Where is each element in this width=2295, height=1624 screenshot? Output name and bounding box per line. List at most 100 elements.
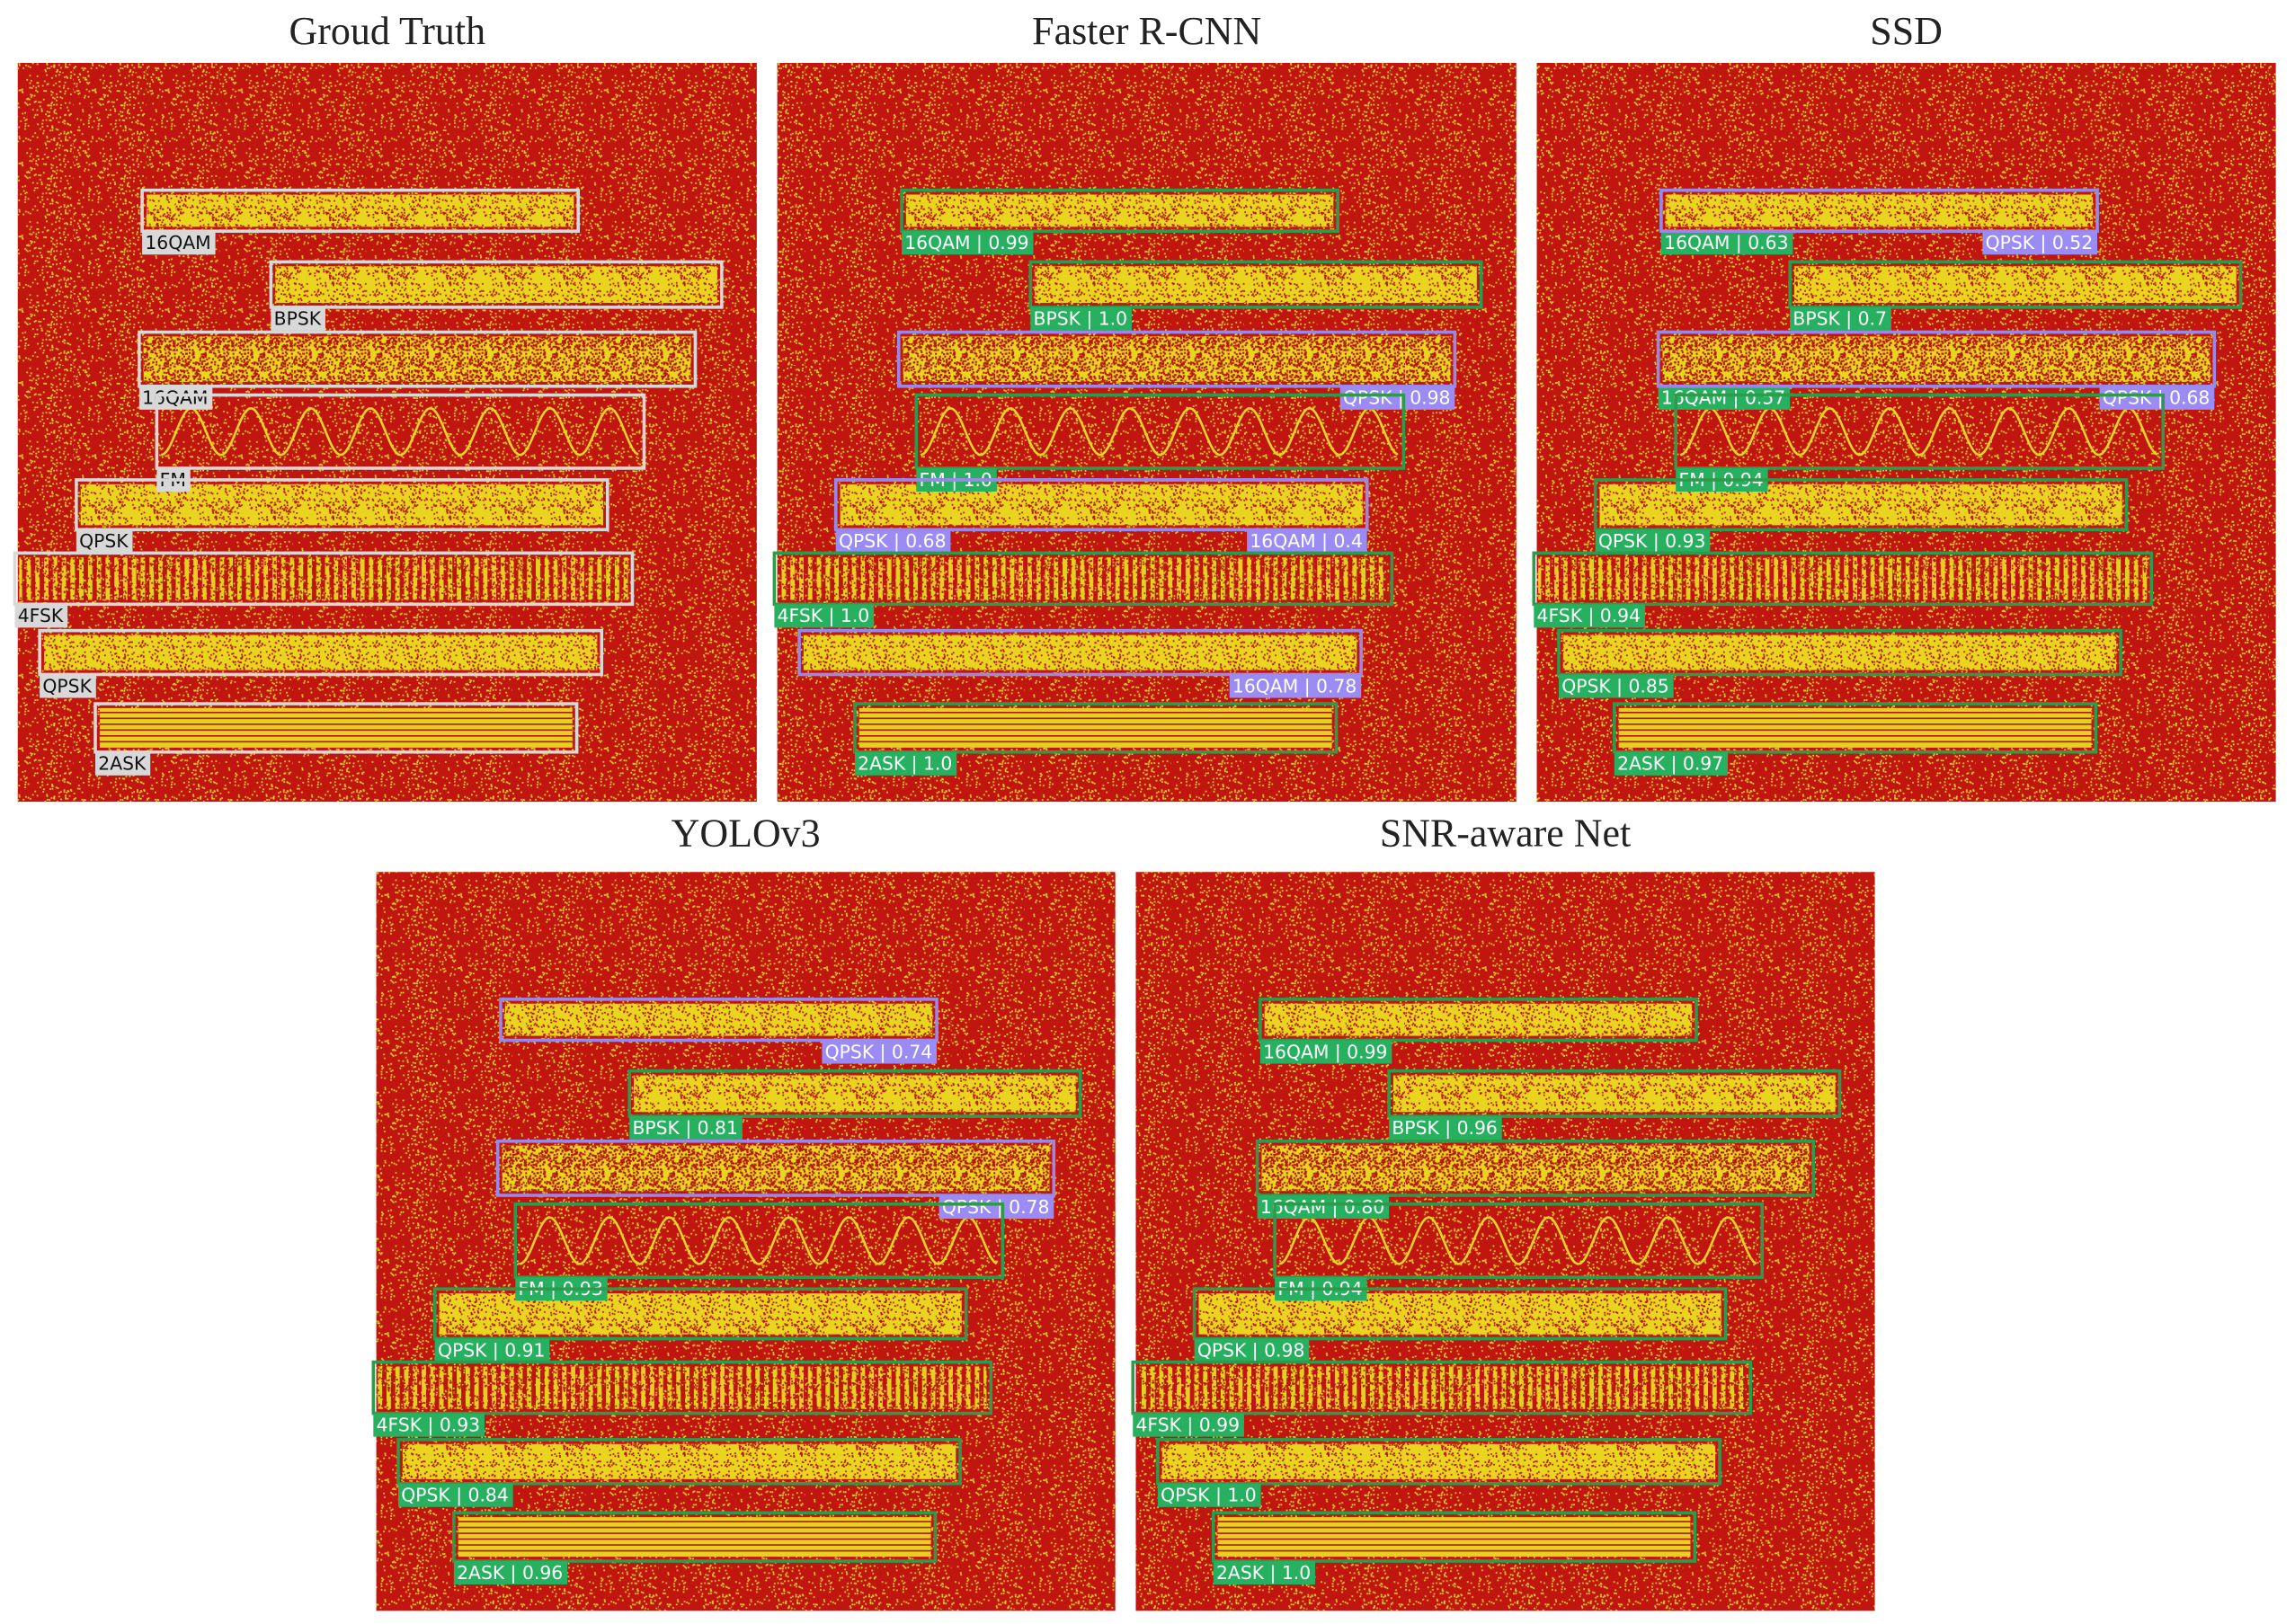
label-background: [1790, 306, 1891, 331]
fm-signal: [1278, 1216, 1757, 1265]
box-label: 4FSK | 1.0: [778, 605, 870, 627]
label-background: [774, 604, 875, 628]
label-background: [1229, 674, 1362, 698]
detection-box: [1656, 330, 2217, 388]
signal-noise: [19, 557, 628, 600]
panel-title: YOLOv3: [672, 811, 821, 855]
label-background: [1614, 751, 1729, 776]
box-label: QPSK | 0.84: [401, 1485, 509, 1507]
detection-box: [1028, 260, 1483, 309]
label-background: [1259, 1040, 1392, 1064]
detection-box: [1674, 393, 2166, 470]
label-background: [1030, 306, 1132, 331]
detection-box: [896, 330, 1457, 388]
label-background: [1213, 1560, 1316, 1585]
box-label: BPSK | 0.96: [1392, 1117, 1497, 1140]
signal-noise: [1665, 194, 2094, 227]
box-label: QPSK | 0.74: [825, 1041, 933, 1063]
box-label: QPSK: [79, 530, 129, 552]
label-background: [1982, 231, 2098, 255]
panel-title: SSD: [1870, 9, 1943, 53]
label-background: [1660, 231, 1793, 255]
detection-box: [1557, 628, 2122, 677]
label-background: [629, 1116, 743, 1140]
detection-box: [853, 702, 1339, 754]
detection-box: [1532, 551, 2154, 607]
box-label: 16QAM | 0.80: [1260, 1196, 1384, 1219]
box-label: QPSK | 0.98: [1343, 387, 1451, 410]
label-background: [1558, 674, 1674, 698]
label-background: [434, 1338, 550, 1362]
signal-noise: [502, 1145, 1050, 1192]
box-label: BPSK: [274, 308, 322, 330]
detection-box: [155, 393, 646, 470]
box-label: QPSK | 1.0: [1161, 1485, 1257, 1507]
box-label: 2ASK | 1.0: [1216, 1562, 1311, 1584]
label-background: [1157, 1483, 1261, 1507]
detection-box: [513, 1202, 1005, 1279]
panel-title: Faster R-CNN: [1032, 9, 1261, 53]
box-label: 4FSK | 0.93: [377, 1414, 481, 1436]
label-background: [271, 306, 325, 331]
detection-box: [1788, 260, 2243, 309]
label-background: [40, 674, 96, 698]
signal-noise: [905, 194, 1334, 227]
label-background: [1595, 529, 1711, 554]
noise: [777, 63, 1517, 803]
signal-noise: [378, 1366, 987, 1409]
label-background: [76, 529, 133, 554]
box-label: 16QAM | 0.99: [904, 232, 1028, 254]
box-label: QPSK | 0.78: [942, 1196, 1050, 1219]
signal-noise: [1562, 635, 2117, 670]
detection-box: [75, 478, 609, 532]
detection-box: [1156, 1438, 1721, 1486]
detection-box: [93, 702, 579, 754]
detection-box: [1255, 1139, 1815, 1197]
detection-box: [1613, 702, 2098, 754]
panel: SNR-aware Net 16QAM | 0.99 BPSK | 0.96 16QA…: [1131, 811, 1875, 1611]
detection-box: [1259, 998, 1698, 1043]
signal-noise: [402, 1443, 956, 1479]
signal-noise: [634, 1075, 1076, 1113]
box-label: BPSK | 0.7: [1792, 308, 1887, 331]
box-label: QPSK | 0.68: [839, 530, 947, 553]
detection-box: [833, 478, 1369, 532]
panel: SSD 16QAM | 0.63 QPSK | 0.52 BPSK | 0.7 16QA…: [1532, 9, 2276, 803]
label-background: [373, 1413, 485, 1437]
box-label: QPSK | 0.68: [2103, 387, 2210, 410]
detection-box: [1593, 478, 2129, 532]
label-background: [398, 1483, 513, 1507]
label-background: [902, 231, 1034, 255]
signal-noise: [903, 336, 1451, 382]
label-background: [1339, 386, 1455, 410]
detection-box: [499, 998, 938, 1043]
detection-box: [900, 188, 1339, 234]
detection-box: [627, 1069, 1082, 1118]
signal-noise: [1794, 266, 2237, 303]
signal-noise: [1261, 1145, 1810, 1192]
detection-box: [38, 628, 604, 677]
box-label: QPSK | 0.85: [1561, 675, 1669, 697]
detection-box: [269, 260, 724, 309]
signal-noise: [1392, 1075, 1836, 1113]
signal-noise: [1264, 1003, 1693, 1036]
signal-noise: [275, 266, 717, 303]
detection-box: [13, 551, 635, 607]
detection-box: [138, 330, 698, 388]
box-label: 16QAM | 0.63: [1664, 232, 1788, 254]
box-label: 16QAM | 0.57: [1661, 387, 1785, 410]
box-label: 4FSK | 0.99: [1135, 1414, 1240, 1436]
detection-box: [914, 393, 1406, 470]
signal-noise: [44, 635, 598, 670]
detection-box: [1659, 188, 2099, 234]
box-label: BPSK | 0.81: [632, 1117, 737, 1140]
box-label: BPSK | 1.0: [1034, 308, 1128, 331]
signal-noise: [146, 194, 574, 227]
fm-signal: [160, 406, 639, 457]
label-background: [938, 1195, 1054, 1220]
detection-box: [396, 1438, 962, 1486]
detection-box: [1211, 1511, 1697, 1563]
fm-signal: [920, 406, 1399, 457]
signal-noise: [1161, 1443, 1716, 1479]
